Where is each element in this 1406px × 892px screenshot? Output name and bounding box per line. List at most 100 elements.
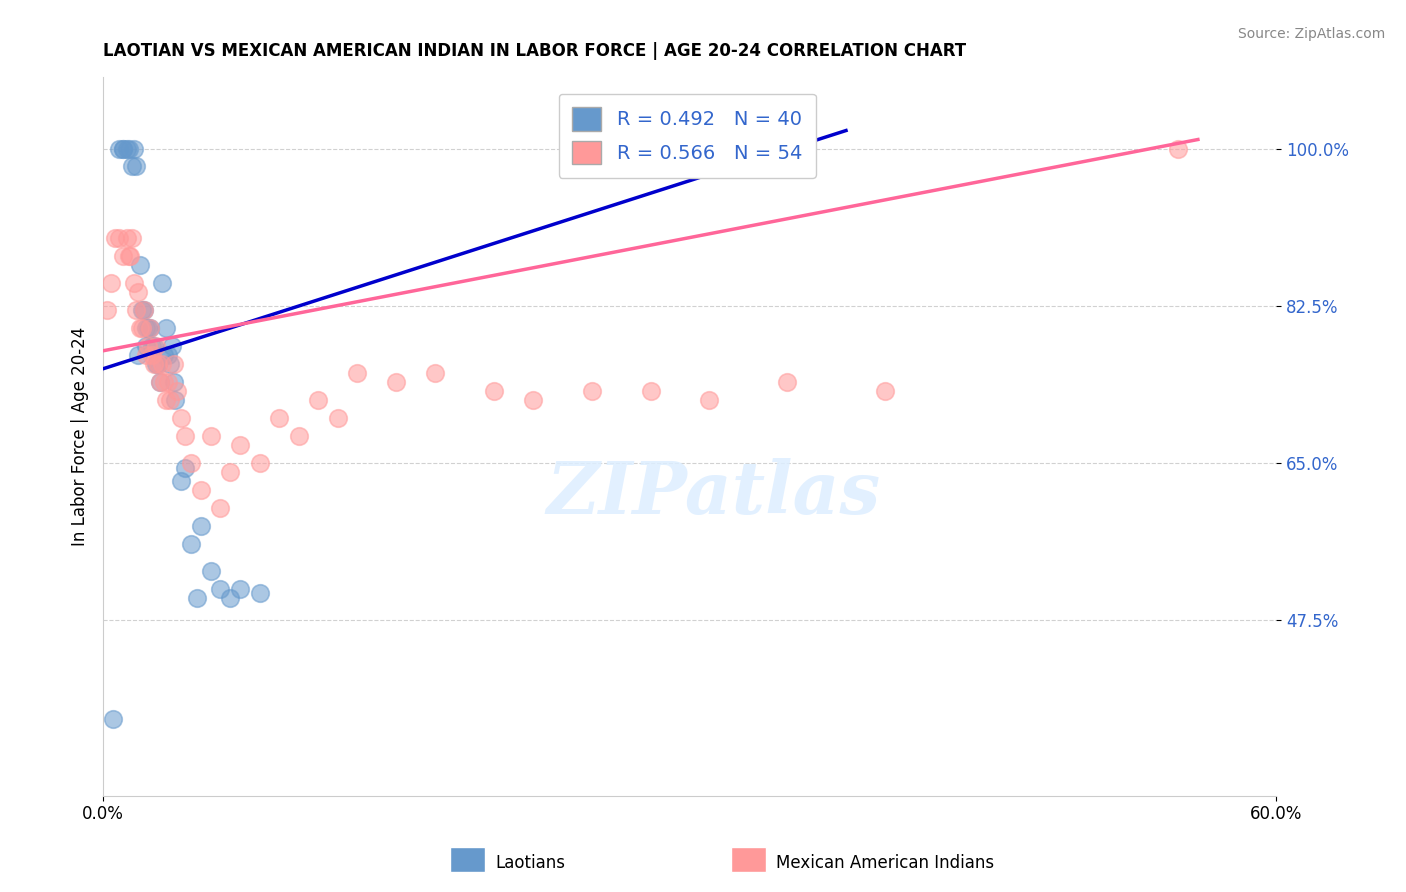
Point — [115, 231, 138, 245]
Point — [1167, 141, 1189, 155]
Point — [120, 249, 142, 263]
Point — [145, 339, 167, 353]
Point — [229, 582, 252, 596]
Point — [219, 465, 242, 479]
Point — [134, 303, 156, 318]
Point — [581, 384, 603, 399]
Point — [100, 277, 122, 291]
Point — [152, 348, 174, 362]
Point — [249, 586, 271, 600]
Point — [200, 564, 222, 578]
Point — [111, 141, 134, 155]
Point — [149, 376, 172, 390]
Point — [135, 348, 157, 362]
Point — [101, 712, 124, 726]
Text: LAOTIAN VS MEXICAN AMERICAN INDIAN IN LABOR FORCE | AGE 20-24 CORRELATION CHART: LAOTIAN VS MEXICAN AMERICAN INDIAN IN LA… — [103, 42, 966, 60]
Point — [482, 384, 505, 399]
Point — [139, 321, 162, 335]
Point — [107, 141, 129, 155]
Point — [129, 259, 152, 273]
Point — [776, 376, 799, 390]
Point — [129, 321, 152, 335]
Point — [180, 456, 202, 470]
Point — [522, 393, 544, 408]
Point — [640, 384, 662, 399]
Point — [136, 339, 159, 353]
Point — [150, 357, 173, 371]
Point — [146, 357, 169, 371]
Point — [146, 357, 169, 371]
Point — [136, 321, 159, 335]
Point — [104, 231, 127, 245]
Text: ZIPatlas: ZIPatlas — [546, 458, 880, 529]
Point — [200, 429, 222, 443]
Point — [219, 591, 242, 605]
Point — [180, 537, 202, 551]
Point — [875, 384, 897, 399]
Point — [134, 303, 156, 318]
Point — [170, 474, 193, 488]
Point — [150, 277, 173, 291]
Point — [162, 357, 184, 371]
Point — [425, 366, 447, 380]
Point — [117, 249, 139, 263]
Point — [307, 393, 329, 408]
Point — [249, 456, 271, 470]
Point — [156, 348, 179, 362]
Point — [127, 348, 149, 362]
Point — [174, 429, 197, 443]
Point — [96, 303, 118, 318]
Point — [125, 303, 148, 318]
Point — [190, 519, 212, 533]
Point — [125, 160, 148, 174]
Point — [209, 501, 232, 516]
Point — [174, 460, 197, 475]
Point — [121, 160, 143, 174]
Point — [121, 231, 143, 245]
Point — [385, 376, 408, 390]
Point — [115, 141, 138, 155]
Point — [190, 483, 212, 497]
Point — [139, 321, 162, 335]
Point — [170, 411, 193, 425]
Point — [131, 303, 153, 318]
Point — [160, 339, 183, 353]
Point — [141, 339, 163, 353]
Point — [143, 357, 166, 371]
Point — [287, 429, 309, 443]
Point — [124, 141, 146, 155]
Text: Laotians: Laotians — [495, 855, 565, 872]
Point — [186, 591, 208, 605]
Point — [127, 285, 149, 300]
Point — [107, 231, 129, 245]
Point — [209, 582, 232, 596]
Point — [166, 384, 188, 399]
Point — [159, 393, 181, 408]
Y-axis label: In Labor Force | Age 20-24: In Labor Force | Age 20-24 — [72, 326, 89, 546]
Point — [149, 376, 172, 390]
Point — [346, 366, 368, 380]
Text: Mexican American Indians: Mexican American Indians — [776, 855, 994, 872]
Point — [162, 376, 184, 390]
Point — [229, 438, 252, 452]
Point — [155, 393, 177, 408]
Point — [124, 277, 146, 291]
Point — [267, 411, 290, 425]
Point — [141, 348, 163, 362]
Point — [117, 141, 139, 155]
Point — [135, 339, 157, 353]
Point — [131, 321, 153, 335]
Point — [697, 393, 720, 408]
Point — [326, 411, 349, 425]
Point — [135, 321, 157, 335]
Point — [111, 141, 134, 155]
Point — [145, 357, 167, 371]
Point — [156, 376, 179, 390]
Legend: R = 0.492   N = 40, R = 0.566   N = 54: R = 0.492 N = 40, R = 0.566 N = 54 — [558, 94, 815, 178]
Point — [143, 339, 166, 353]
Point — [155, 321, 177, 335]
Point — [165, 393, 187, 408]
Point — [159, 357, 181, 371]
Text: Source: ZipAtlas.com: Source: ZipAtlas.com — [1237, 27, 1385, 41]
Point — [152, 376, 174, 390]
